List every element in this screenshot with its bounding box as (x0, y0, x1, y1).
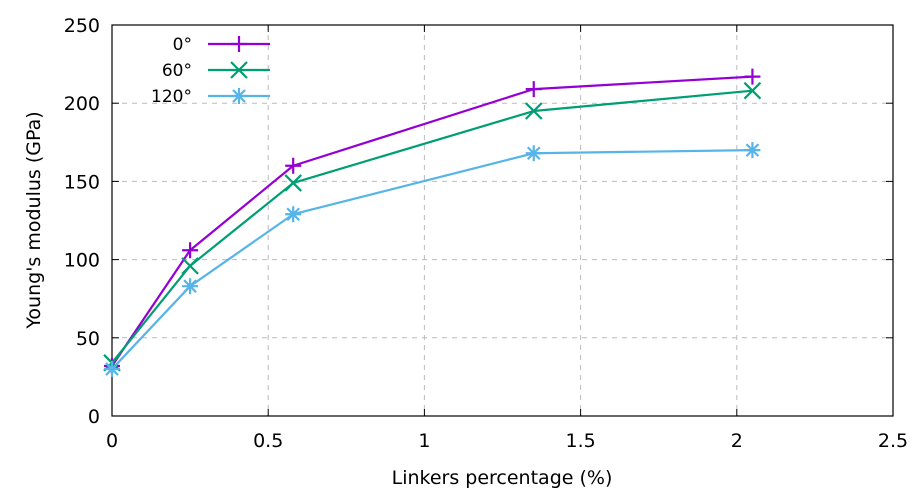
legend: 0° 60° 120° (151, 35, 270, 107)
series-0 (104, 68, 761, 374)
x-tick-label: 2 (731, 430, 743, 452)
x-tick-label: 0 (106, 430, 118, 452)
x-tick-label: 1.5 (565, 430, 595, 452)
x-axis-label: Linkers percentage (%) (392, 467, 613, 489)
series-line (111, 89, 753, 364)
series-group (103, 68, 762, 378)
data-point (285, 157, 302, 174)
y-axis-label: Young's modulus (GPa) (23, 111, 45, 329)
legend-item: 0° (173, 35, 270, 55)
y-tick-label: 50 (76, 328, 100, 350)
axis-ticks: 0 0.5 1 1.5 2 2.5 0 50 100 150 200 250 (64, 15, 908, 452)
data-point (525, 145, 542, 162)
plot-frame (111, 24, 894, 417)
legend-label: 120° (151, 87, 192, 107)
data-point (285, 206, 302, 223)
legend-marker (231, 36, 247, 52)
y-tick-label: 100 (64, 250, 100, 272)
data-point (744, 142, 761, 159)
grid-lines (112, 25, 893, 416)
series-1 (103, 81, 762, 372)
y-tick-label: 150 (64, 171, 100, 193)
legend-marker (230, 61, 248, 79)
data-point (284, 174, 302, 192)
legend-item: 120° (151, 87, 270, 107)
legend-label: 0° (173, 35, 192, 55)
legend-label: 60° (162, 61, 192, 81)
x-tick-label: 2.5 (878, 430, 908, 452)
data-point (525, 81, 542, 98)
data-point (524, 102, 543, 120)
y-tick-label: 200 (64, 93, 100, 115)
data-point (182, 242, 199, 259)
y-tick-label: 250 (64, 15, 100, 37)
series-line (111, 75, 753, 367)
data-point (182, 278, 199, 295)
series-2 (104, 142, 761, 378)
data-point (743, 81, 762, 100)
legend-marker (231, 88, 247, 104)
legend-item: 60° (162, 61, 270, 81)
data-point (744, 68, 761, 85)
data-point (181, 257, 199, 275)
y-tick-label: 0 (88, 406, 100, 428)
x-tick-label: 1 (418, 430, 430, 452)
data-point (104, 361, 120, 378)
x-tick-label: 0.5 (253, 430, 283, 452)
